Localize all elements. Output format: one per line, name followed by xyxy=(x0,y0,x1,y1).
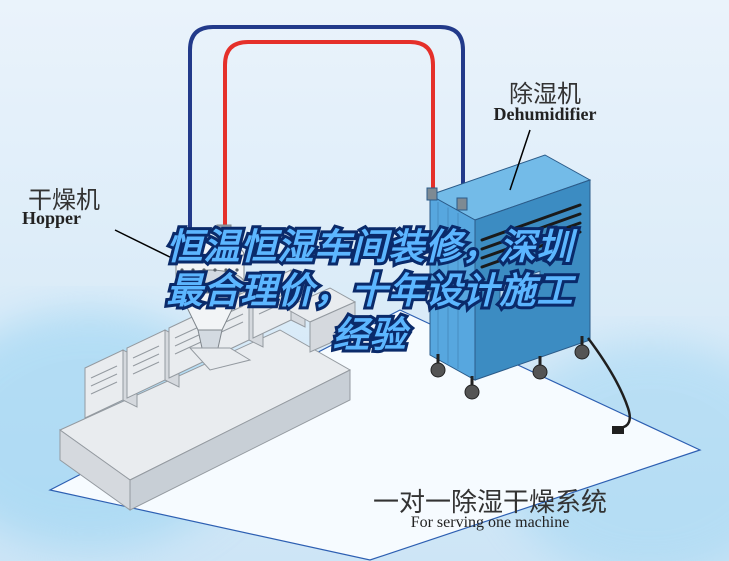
dehum-label-en: Dehumidifier xyxy=(430,104,660,125)
system-label-en: For serving one machine xyxy=(300,514,680,532)
